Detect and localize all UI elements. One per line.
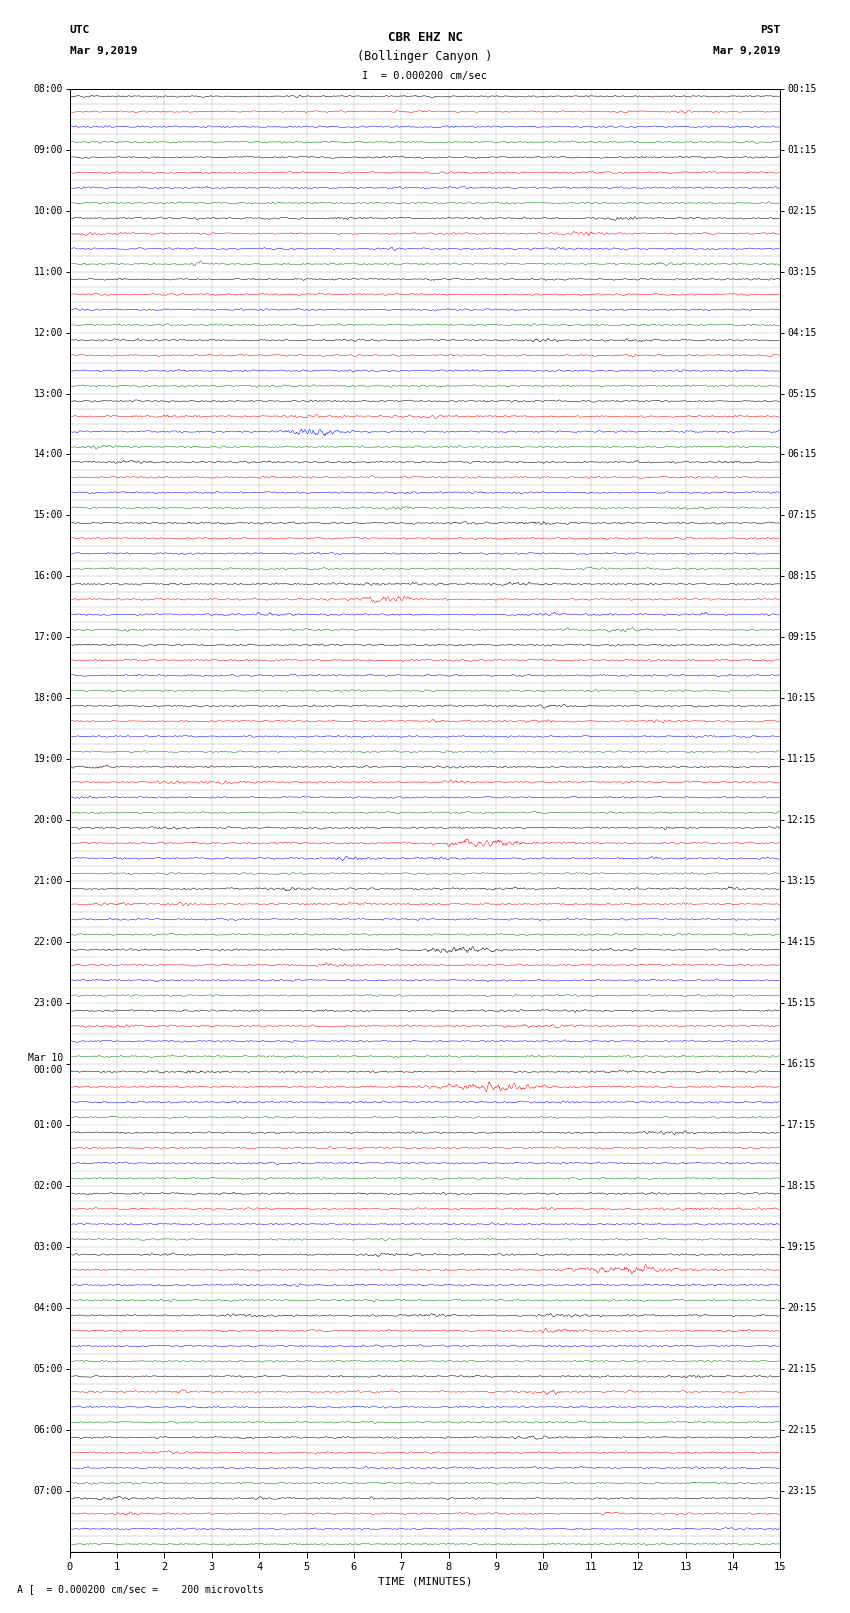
Text: Mar 9,2019: Mar 9,2019 bbox=[70, 47, 137, 56]
X-axis label: TIME (MINUTES): TIME (MINUTES) bbox=[377, 1576, 473, 1586]
Text: I  = 0.000200 cm/sec: I = 0.000200 cm/sec bbox=[362, 71, 488, 81]
Text: (Bollinger Canyon ): (Bollinger Canyon ) bbox=[357, 50, 493, 63]
Text: CBR EHZ NC: CBR EHZ NC bbox=[388, 31, 462, 44]
Text: UTC: UTC bbox=[70, 26, 90, 35]
Text: PST: PST bbox=[760, 26, 780, 35]
Text: A [  = 0.000200 cm/sec =    200 microvolts: A [ = 0.000200 cm/sec = 200 microvolts bbox=[17, 1584, 264, 1594]
Text: Mar 9,2019: Mar 9,2019 bbox=[713, 47, 780, 56]
